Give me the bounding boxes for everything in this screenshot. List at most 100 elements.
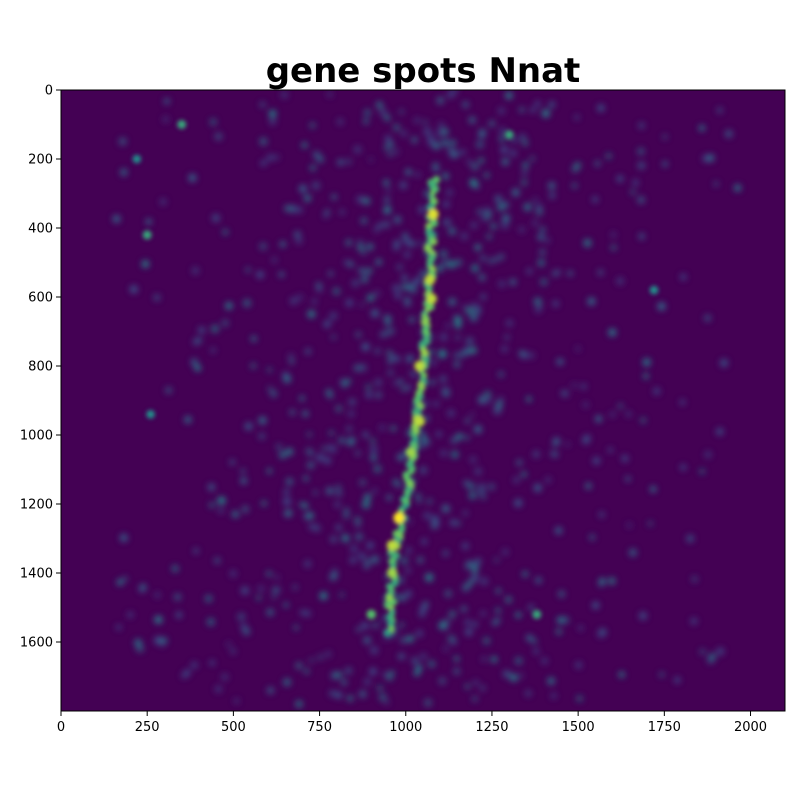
gene-spot — [456, 433, 463, 440]
hotspot — [426, 293, 437, 305]
gene-spot — [528, 352, 535, 359]
gene-spot — [339, 378, 346, 385]
gene-spot — [210, 347, 216, 353]
gene-spot — [461, 542, 469, 550]
gene-spot — [497, 371, 505, 378]
gene-spot — [406, 240, 413, 246]
gene-spot — [453, 656, 460, 662]
gene-spot — [471, 264, 479, 273]
gene-spot — [363, 118, 369, 125]
gene-spot — [194, 364, 201, 372]
gene-spot — [141, 260, 150, 268]
gene-spot — [464, 619, 471, 626]
gene-spot — [470, 179, 478, 188]
gene-spot — [389, 670, 395, 676]
gene-spot — [272, 586, 281, 594]
gene-spot — [476, 208, 483, 215]
gene-spot — [392, 379, 400, 387]
gene-spot — [438, 121, 445, 129]
gene-spot — [308, 451, 314, 457]
gene-spot — [442, 218, 452, 227]
gene-spot — [413, 670, 420, 677]
gene-spot — [341, 534, 350, 543]
gene-spot — [258, 432, 266, 440]
gene-spot — [480, 294, 487, 300]
gene-spot — [501, 345, 508, 353]
gene-spot — [625, 476, 631, 482]
gene-spot — [119, 533, 128, 543]
gene-spot — [481, 656, 487, 662]
gene-spot — [327, 393, 334, 399]
gene-spot — [425, 573, 434, 582]
gene-spot — [469, 347, 477, 354]
gene-spot — [210, 324, 219, 333]
gene-spot — [355, 522, 361, 528]
gene-spot — [608, 577, 616, 585]
gene-spot — [268, 109, 277, 118]
gene-spot — [207, 483, 216, 492]
gene-spot — [520, 179, 528, 186]
gene-spot — [499, 127, 507, 135]
gene-spot — [580, 383, 587, 390]
gene-spot — [493, 256, 499, 263]
gene-spot — [520, 350, 529, 359]
gene-spot — [547, 677, 555, 685]
gene-spot — [433, 400, 440, 407]
gene-spot — [405, 547, 412, 554]
gene-spot — [188, 173, 197, 182]
gene-spot — [335, 405, 343, 413]
gene-spot — [575, 346, 581, 352]
gene-spot — [703, 314, 712, 322]
gene-spot — [450, 151, 458, 159]
gene-spot — [260, 160, 267, 167]
gene-spot — [473, 467, 483, 476]
gene-spot — [465, 307, 474, 315]
gene-spot — [513, 476, 520, 484]
gene-spot — [441, 138, 450, 147]
gene-spot — [534, 100, 541, 107]
gene-spot — [370, 454, 377, 462]
gene-spot — [357, 244, 365, 252]
gene-spot — [323, 320, 331, 329]
gene-spot — [345, 158, 352, 165]
gene-spot — [643, 373, 649, 379]
gene-spot — [221, 673, 229, 681]
gene-spot — [595, 415, 603, 423]
gene-spot — [359, 363, 367, 372]
y-tick-label: 400 — [28, 222, 53, 237]
gene-spot — [394, 292, 402, 300]
gene-spot — [659, 671, 665, 678]
gene-spot — [312, 524, 321, 532]
gene-spot — [440, 449, 448, 457]
gene-spot — [450, 436, 458, 444]
hotspot — [405, 447, 416, 458]
gene-spot — [198, 326, 206, 334]
gene-spot — [204, 594, 213, 603]
gene-spot — [371, 487, 378, 494]
x-tick-label: 1000 — [389, 720, 422, 735]
gene-spot — [541, 657, 548, 665]
gene-spot — [524, 689, 532, 697]
gene-spot — [598, 581, 605, 588]
gene-spot — [282, 497, 292, 506]
gene-spot — [327, 270, 334, 277]
plot-frame — [60, 89, 786, 712]
gene-spot — [495, 588, 501, 594]
gene-spot — [617, 403, 624, 409]
x-tick-label: 1500 — [562, 720, 595, 735]
gene-spot — [311, 298, 318, 305]
gene-spot — [173, 593, 182, 601]
gene-spot — [453, 315, 462, 324]
gene-spot — [487, 257, 494, 265]
gene-spot — [338, 436, 346, 444]
hotspot — [393, 512, 405, 524]
gene-spot — [396, 453, 404, 461]
y-tick-label: 0 — [45, 84, 53, 99]
gene-spot — [415, 629, 424, 638]
gene-spot — [368, 157, 374, 163]
gene-spot — [480, 577, 489, 586]
gene-spot — [715, 427, 724, 436]
gene-spot — [532, 197, 539, 204]
gene-spot — [441, 259, 450, 268]
hotspot — [414, 415, 425, 427]
